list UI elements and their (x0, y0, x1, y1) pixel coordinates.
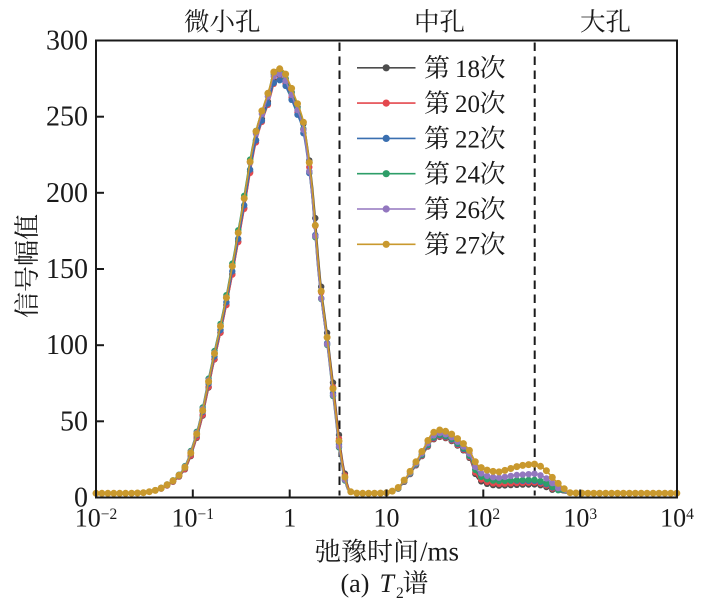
svg-text:2: 2 (396, 585, 404, 602)
svg-text:200: 200 (46, 178, 88, 209)
svg-text:20: 20 (455, 91, 480, 118)
svg-text:24: 24 (455, 162, 481, 189)
svg-text:18: 18 (455, 56, 480, 83)
svg-text:/ms: /ms (420, 537, 459, 567)
svg-text:150: 150 (46, 254, 88, 285)
svg-text:250: 250 (46, 102, 88, 133)
svg-text:300: 300 (46, 26, 88, 57)
svg-text:27: 27 (455, 232, 480, 259)
svg-text:T: T (380, 569, 396, 598)
svg-text:26: 26 (455, 197, 480, 224)
svg-text:(a): (a) (341, 569, 370, 598)
svg-text:10−1: 10−1 (172, 504, 215, 533)
svg-text:1: 1 (283, 504, 296, 533)
svg-text:0: 0 (74, 483, 88, 514)
svg-text:10: 10 (374, 504, 400, 533)
svg-text:50: 50 (60, 406, 88, 437)
svg-text:22: 22 (455, 126, 480, 153)
svg-text:100: 100 (46, 330, 88, 361)
svg-text:102: 102 (466, 504, 500, 533)
